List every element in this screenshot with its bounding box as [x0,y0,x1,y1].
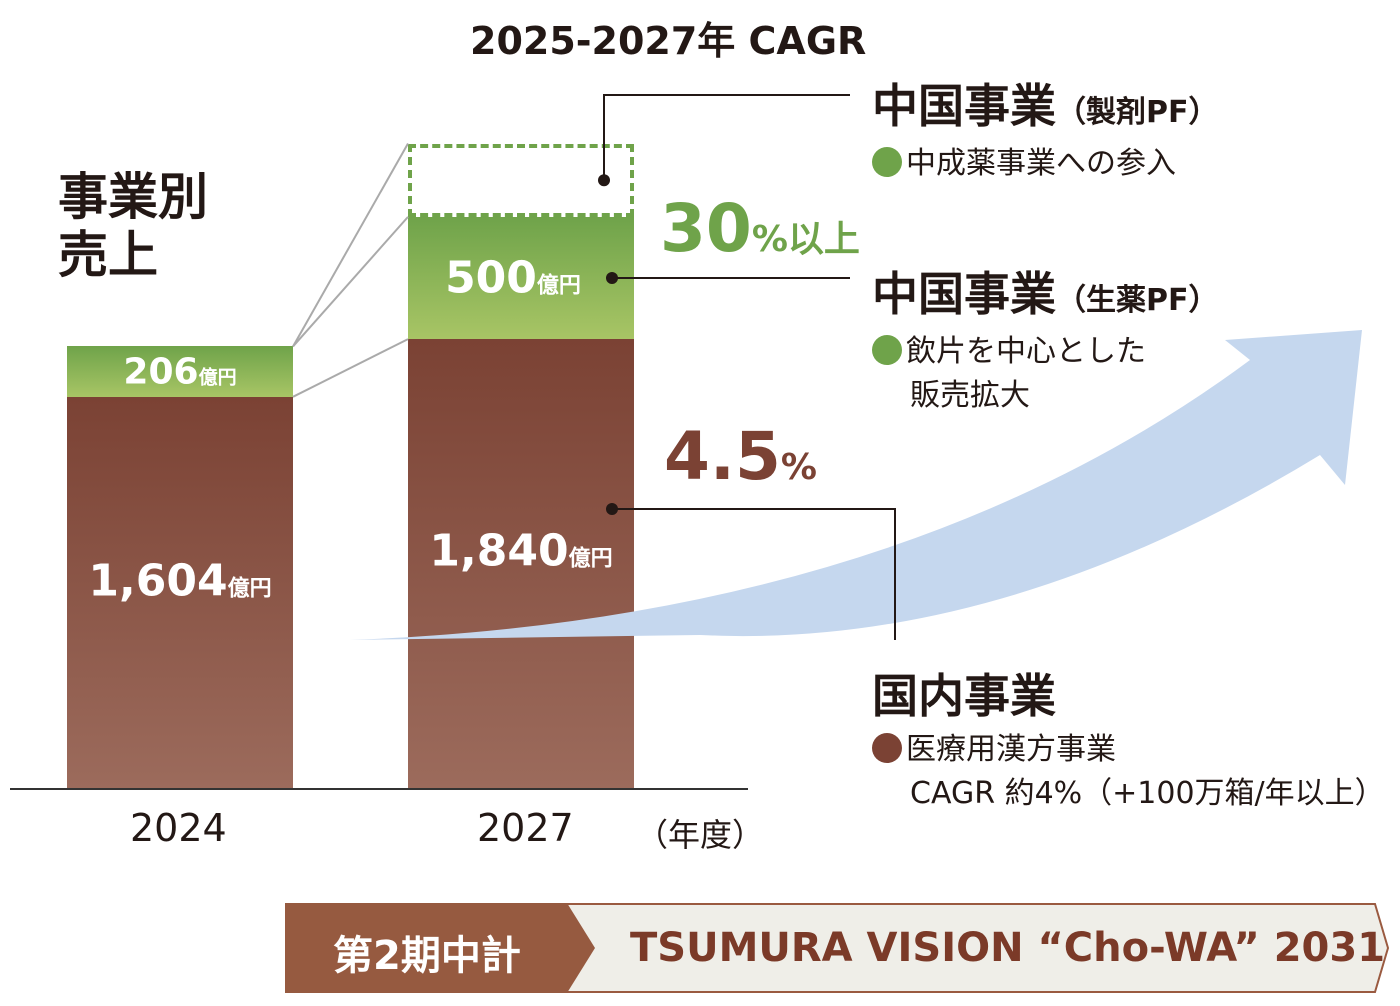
bullet-dot-icon [872,335,902,365]
cagr-domestic: 4.5% [664,418,817,495]
pointer-dot-icon [606,503,618,515]
legend-china-crude: 中国事業（生薬PF） 飲片を中心とした 販売拡大 [872,267,1219,413]
x-tick-2027: 2027 [477,806,574,850]
chart-title: 事業別売上 [58,168,208,284]
data-label: 1,840億円 [429,525,613,577]
bar-2027-series-0 [408,339,634,789]
leader-formulation [603,94,850,181]
growth-arrow-icon [350,330,1362,640]
x-tick-2024: 2024 [130,806,227,850]
data-label: 206億円 [123,351,237,393]
x-axis-label: （年度） [636,816,765,854]
banner-midterm-plan: 第2期中計 [333,933,521,979]
cagr-china: 30%以上 [660,190,860,267]
connector-line [292,143,409,347]
bar-2024-series-1 [67,346,293,397]
legend-domestic: 国内事業 医療用漢方事業 CAGR 約4%（+100万箱/年以上） [872,669,1385,811]
connector-line [292,216,409,348]
data-label: 1,604億円 [88,555,272,607]
data-label: 500億円 [445,252,581,304]
plan-banner: 第2期中計 TSUMURA VISION “Cho-WA” 2031 [285,903,1390,993]
bullet-dot-icon [872,733,902,763]
bar-2027-series-1 [408,216,634,340]
bar-2024-series-0 [67,396,293,789]
banner-vision: TSUMURA VISION “Cho-WA” 2031 [630,925,1386,971]
pointer-dot-icon [606,271,618,284]
bar-2027-series-2 [408,143,634,217]
x-axis [10,788,748,790]
pointer-dot-icon [598,174,610,187]
legend-china-formulation: 中国事業（製剤PF） 中成薬事業への参入 [872,79,1219,181]
bullet-dot-icon [872,147,902,177]
connector-line [292,338,409,398]
cagr-title: 2025-2027年 CAGR [470,19,867,63]
leader-domestic [612,508,896,640]
